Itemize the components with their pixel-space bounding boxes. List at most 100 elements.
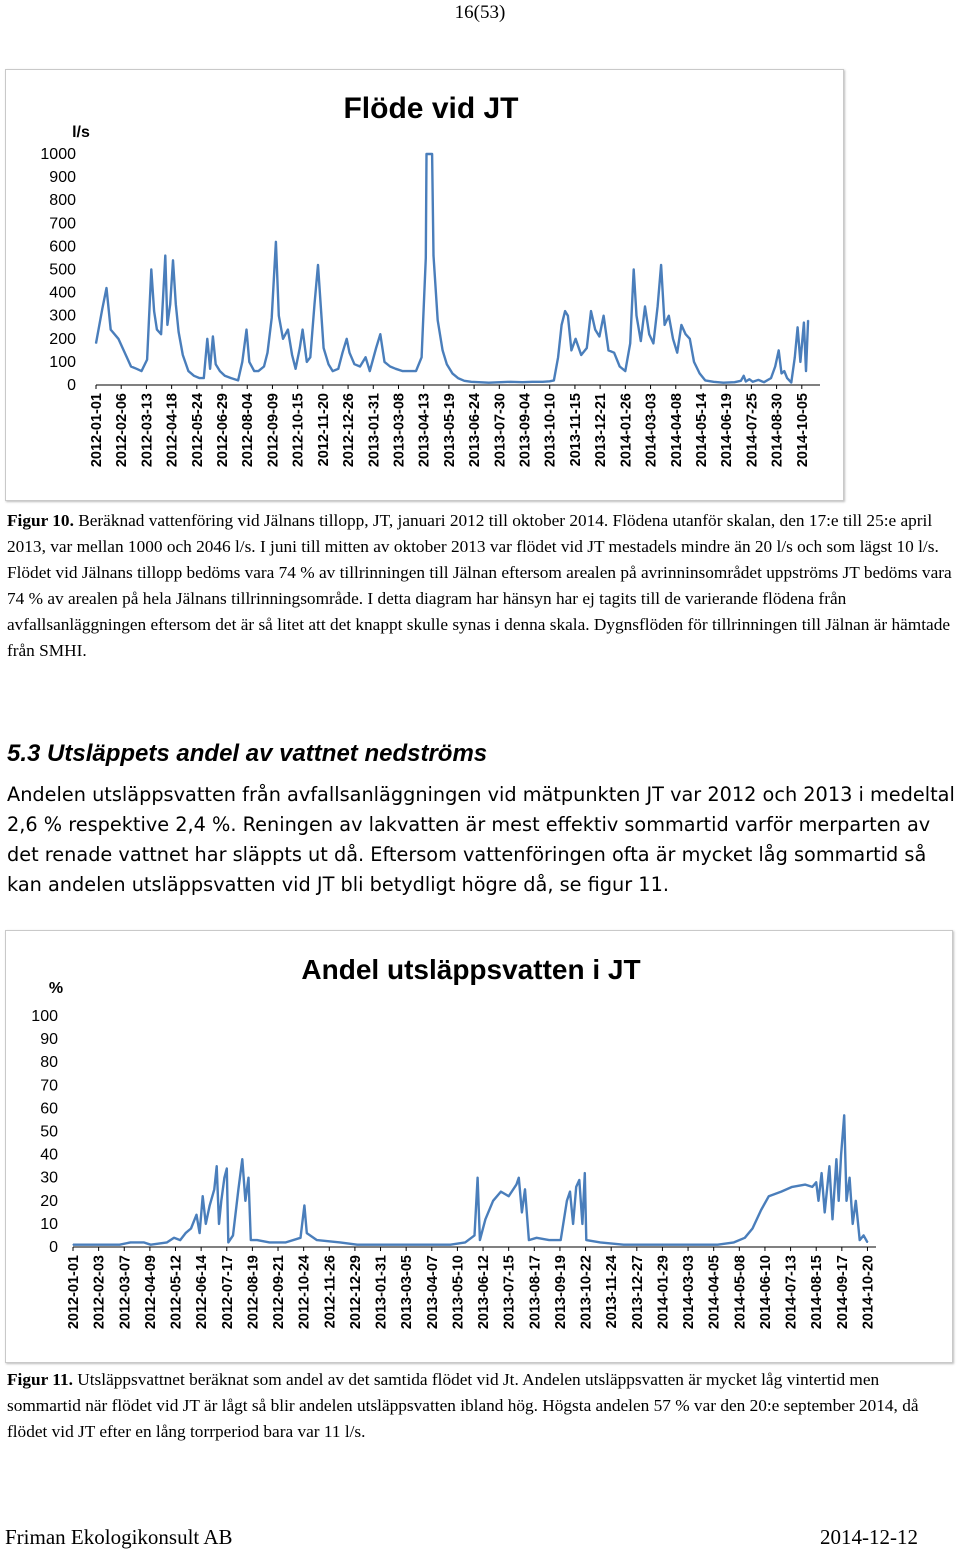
x-tick-label: 2013-08-17 [527, 1255, 543, 1329]
y-tick-label: 700 [49, 215, 76, 232]
data-point [212, 335, 214, 338]
data-point [569, 1190, 571, 1193]
figure-10-caption: Figur 10. Beräknad vattenföring vid Jäln… [7, 508, 955, 664]
data-point [166, 324, 169, 326]
section-body: Andelen utsläppsvatten från avfallsanläg… [7, 783, 955, 896]
data-point [364, 356, 367, 358]
data-point [213, 1188, 215, 1190]
data-point [306, 361, 308, 363]
data-point [698, 372, 701, 375]
data-point [245, 328, 248, 331]
data-point [531, 381, 533, 383]
x-tick-label: 2012-12-26 [341, 393, 357, 467]
x-tick-label: 2013-07-15 [502, 1255, 518, 1329]
data-point [402, 1244, 404, 1246]
data-point [294, 368, 297, 370]
x-tick-label: 2014-05-14 [694, 393, 710, 467]
data-point [623, 1244, 625, 1246]
x-tick-label: 2012-02-06 [114, 393, 130, 467]
data-point [763, 381, 765, 383]
x-tick-label: 2012-04-09 [143, 1255, 159, 1329]
data-point [256, 1239, 258, 1241]
x-tick-label: 2014-01-26 [618, 393, 634, 467]
x-tick-label: 2014-07-25 [744, 393, 760, 467]
y-axis-unit: % [49, 980, 63, 997]
y-tick-label: 200 [49, 331, 76, 348]
x-tick-label: 2012-05-12 [169, 1255, 185, 1329]
data-point [136, 368, 138, 370]
x-tick-label: 2014-06-10 [758, 1255, 774, 1329]
data-point [118, 1244, 121, 1246]
data-point [838, 1200, 840, 1202]
data-point [316, 1239, 318, 1241]
data-point [332, 370, 334, 372]
data-point [426, 1244, 428, 1246]
x-tick-label: 2014-07-13 [784, 1255, 800, 1329]
data-point [603, 315, 605, 317]
x-tick-label: 2013-05-10 [450, 1255, 466, 1329]
data-point [671, 1244, 673, 1246]
data-point [346, 338, 348, 340]
x-tick-label: 2013-11-15 [568, 393, 584, 466]
data-point [584, 1172, 586, 1174]
data-point [500, 1190, 502, 1193]
data-point [647, 1244, 649, 1246]
data-point [153, 310, 155, 312]
x-tick-label: 2012-11-26 [322, 1255, 338, 1328]
data-point [828, 1165, 831, 1167]
data-point [640, 340, 642, 342]
data-point [206, 338, 208, 340]
section-heading: 5.3 Utsläppets andel av vattnet nedström… [7, 740, 488, 767]
data-point [549, 380, 551, 382]
y-tick-label: 0 [67, 377, 76, 394]
y-tick-label: 10 [40, 1216, 58, 1233]
data-point [557, 356, 559, 358]
data-point [607, 349, 610, 351]
data-point [521, 381, 524, 383]
data-point [824, 1211, 826, 1213]
chart-title: Andel utsläppsvatten i JT [301, 954, 640, 985]
y-tick-label: 400 [49, 285, 76, 302]
data-point [751, 1227, 754, 1230]
data-point [477, 1177, 479, 1179]
data-point [237, 1188, 240, 1190]
flow-chart: Flöde vid JT l/s 0 100 200 300 400 500 600 700 800… [5, 69, 844, 501]
x-tick-label: 2014-03-03 [644, 393, 660, 467]
data-point [575, 338, 577, 340]
data-point [287, 328, 289, 331]
data-point [799, 361, 801, 363]
data-point [247, 1177, 250, 1179]
data-point [648, 333, 650, 335]
data-point [282, 338, 284, 340]
chart-title: Flöde vid JT [343, 92, 518, 125]
data-point [733, 381, 736, 383]
x-tick-label: 2012-02-03 [92, 1255, 108, 1329]
data-point [803, 322, 805, 324]
data-point [248, 361, 250, 363]
data-point [585, 1239, 587, 1241]
footer-company: Friman Ekologikonsult AB [5, 1525, 233, 1549]
data-point [101, 308, 103, 310]
data-point [817, 1200, 820, 1202]
data-point [760, 1209, 762, 1211]
x-tick-label: 2012-09-09 [265, 393, 281, 467]
data-point [524, 1188, 526, 1190]
data-point [515, 1184, 518, 1186]
x-tick-label: 2012-07-17 [220, 1255, 236, 1329]
x-tick-label: 2013-01-31 [366, 393, 382, 467]
data-point [402, 370, 404, 372]
data-point [205, 1223, 207, 1225]
data-point [389, 365, 391, 368]
data-point [770, 377, 772, 379]
data-point [348, 352, 351, 354]
x-tick-label: 2014-04-05 [707, 1255, 723, 1329]
x-tick-label: 2013-12-21 [593, 393, 609, 467]
y-tick-label: 500 [49, 262, 76, 279]
data-point [219, 370, 221, 372]
data-point [575, 1186, 577, 1188]
data-point [572, 1223, 574, 1225]
data-point [129, 1241, 132, 1243]
x-tick-label: 2014-04-08 [669, 393, 685, 467]
x-tick-label: 2013-03-05 [399, 1255, 415, 1329]
y-tick-label: 50 [40, 1124, 58, 1141]
